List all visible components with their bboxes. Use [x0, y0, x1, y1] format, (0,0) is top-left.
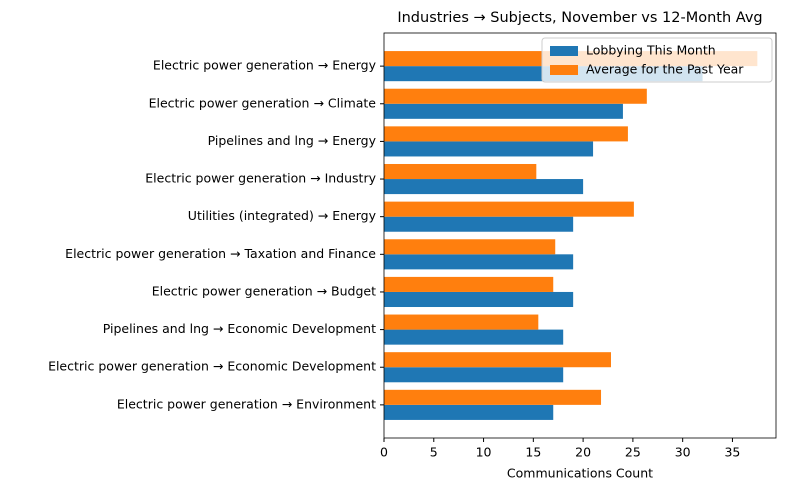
y-tick-label: Electric power generation → Environment	[117, 396, 376, 411]
legend-swatch	[550, 65, 578, 75]
bar	[384, 352, 611, 368]
x-tick-label: 15	[525, 445, 541, 460]
bar	[384, 179, 584, 195]
bar	[384, 404, 554, 420]
bar	[384, 201, 634, 217]
y-tick-label: Electric power generation → Industry	[145, 171, 376, 186]
y-tick-label: Electric power generation → Taxation and…	[65, 246, 376, 261]
x-tick-label: 30	[675, 445, 691, 460]
x-axis-label: Communications Count	[507, 466, 653, 481]
bar	[384, 291, 574, 308]
x-tick-label: 10	[476, 445, 492, 460]
x-tick-label: 35	[724, 445, 740, 460]
legend-swatch	[550, 46, 578, 56]
bar	[384, 389, 602, 405]
bar	[384, 126, 628, 142]
legend-label: Lobbying This Month	[586, 43, 716, 58]
y-tick-label: Utilities (integrated) → Energy	[188, 208, 377, 223]
x-tick-label: 20	[575, 445, 591, 460]
plot-frame	[383, 32, 777, 439]
y-tick-label: Electric power generation → Climate	[149, 95, 377, 110]
bar	[384, 88, 647, 104]
bar	[384, 141, 594, 157]
legend: Lobbying This Month Average for the Past …	[541, 37, 773, 83]
y-tick-label: Electric power generation → Economic Dev…	[48, 359, 376, 374]
y-tick-label: Electric power generation → Energy	[153, 58, 377, 73]
y-tick-label: Pipelines and lng → Energy	[208, 133, 377, 148]
chart-title: Industries → Subjects, November vs 12-Mo…	[397, 10, 762, 26]
bar	[384, 314, 539, 330]
x-tick-label: 25	[625, 445, 641, 460]
bar	[384, 239, 556, 255]
bar	[384, 367, 564, 383]
x-tick-label: 0	[380, 445, 388, 460]
x-tick-label: 5	[430, 445, 438, 460]
bar	[384, 254, 574, 270]
bar	[384, 276, 554, 292]
bar	[384, 163, 537, 180]
bar	[384, 329, 564, 345]
bar	[384, 216, 574, 232]
y-tick-label: Electric power generation → Budget	[152, 283, 376, 298]
legend-label: Average for the Past Year	[586, 62, 744, 77]
y-tick-label: Pipelines and lng → Economic Development	[103, 321, 376, 336]
legend-box	[541, 37, 773, 83]
bar	[384, 103, 623, 119]
